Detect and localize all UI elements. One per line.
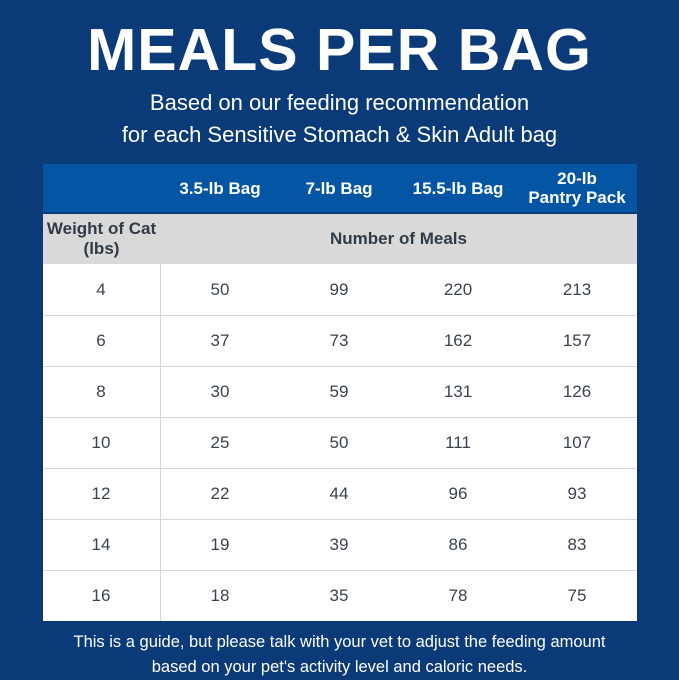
meals-cell: 96 <box>448 484 468 503</box>
meals-cell: 19 <box>210 535 230 554</box>
meals-cell: 59 <box>329 382 349 401</box>
table-row: 8 30 59 131 126 <box>42 366 637 417</box>
meals-cell: 131 <box>443 382 473 401</box>
meals-cell: 37 <box>210 331 230 350</box>
table-row: 6 37 73 162 157 <box>42 315 637 366</box>
meals-cell: 44 <box>329 484 349 503</box>
column-header-7-lb-bag: 7-lb Bag <box>305 178 373 198</box>
meals-cell: 157 <box>562 331 592 350</box>
meals-cell: 50 <box>329 433 349 452</box>
weight-cell: 12 <box>43 469 161 519</box>
page-title: MEALS PER BAG <box>87 17 592 83</box>
meals-cell: 39 <box>329 535 349 554</box>
subtitle-line-2: for each Sensitive Stomach & Skin Adult … <box>121 122 558 147</box>
meals-cell: 126 <box>562 382 592 401</box>
column-header-15-5-lb-bag: 15.5-lb Bag <box>412 178 504 198</box>
table-row: 14 19 39 86 83 <box>42 519 637 570</box>
meals-cell: 35 <box>329 586 349 605</box>
meals-cell: 25 <box>210 433 230 452</box>
weight-of-cat-label: Weight of Cat (lbs) <box>46 219 157 258</box>
meals-cell: 75 <box>567 586 587 605</box>
table-subheader-row: Weight of Cat (lbs) Number of Meals <box>42 214 637 264</box>
meals-cell: 22 <box>210 484 230 503</box>
weight-cell: 8 <box>43 367 161 417</box>
weight-cell: 6 <box>43 316 161 366</box>
number-of-meals-label: Number of Meals <box>330 229 467 248</box>
weight-cell: 10 <box>43 418 161 468</box>
table-row: 10 25 50 111 107 <box>42 417 637 468</box>
weight-cell: 4 <box>43 264 161 315</box>
table-row: 4 50 99 220 213 <box>43 264 637 315</box>
meals-cell: 18 <box>210 586 230 605</box>
column-header-3-5-lb-bag: 3.5-lb Bag <box>179 178 261 198</box>
subtitle-line-1: Based on our feeding recommendation <box>149 90 530 115</box>
header-spacer-cell <box>43 164 161 212</box>
meals-cell: 73 <box>329 331 349 350</box>
meals-cell: 30 <box>210 382 230 401</box>
table-header-row: 3.5-lb Bag 7-lb Bag 15.5-lb Bag 20-lb Pa… <box>42 164 637 212</box>
meals-table: 3.5-lb Bag 7-lb Bag 15.5-lb Bag 20-lb Pa… <box>42 164 637 621</box>
meals-cell: 93 <box>567 484 587 503</box>
meals-cell: 78 <box>448 586 468 605</box>
meals-cell: 83 <box>567 535 587 554</box>
table-row: 16 18 35 78 75 <box>42 570 637 621</box>
meals-cell: 220 <box>443 279 473 299</box>
table-body: 4 50 99 220 213 6 37 73 162 157 8 30 59 … <box>42 264 637 621</box>
meals-cell: 99 <box>329 279 349 299</box>
meals-cell: 86 <box>448 535 468 554</box>
meals-cell: 107 <box>562 433 592 452</box>
table-row: 12 22 44 96 93 <box>42 468 637 519</box>
weight-cell: 16 <box>43 571 161 621</box>
footer-note: This is a guide, but please talk with yo… <box>73 633 606 676</box>
page-subtitle: Based on our feeding recommendation for … <box>0 87 679 151</box>
column-header-20-lb-pantry-pack: 20-lb Pantry Pack <box>528 169 626 207</box>
meals-cell: 213 <box>562 279 592 299</box>
meals-cell: 111 <box>445 433 471 452</box>
weight-cell: 14 <box>43 520 161 570</box>
meals-cell: 162 <box>443 331 473 350</box>
meals-cell: 50 <box>210 279 230 299</box>
